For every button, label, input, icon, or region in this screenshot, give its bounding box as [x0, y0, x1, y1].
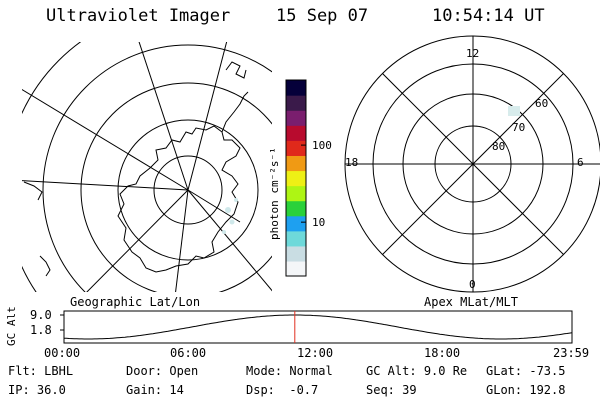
x-tick-label: 18:00	[424, 346, 461, 360]
status-gain: Gain: 14	[126, 383, 184, 397]
x-tick-label: 00:00	[44, 346, 81, 360]
meridian-line	[138, 42, 189, 191]
colorbar-segment	[286, 245, 306, 262]
status-glat: GLat: -73.5	[486, 364, 566, 378]
status-mode: Mode: Normal	[246, 364, 333, 378]
timeline-frame	[63, 310, 573, 344]
status-glon: GLon: 192.8	[486, 383, 566, 397]
colorbar-segments	[286, 80, 306, 277]
aurora-speck	[229, 219, 235, 225]
lat-circle	[117, 119, 259, 261]
colorbar: 100 10 photon cm⁻²s⁻¹	[268, 79, 332, 277]
instrument-title: Ultraviolet Imager	[46, 6, 231, 26]
meridian-line	[175, 189, 189, 292]
colorbar-segment	[286, 260, 306, 277]
geographic-map	[22, 42, 272, 292]
mlat-label-60: 60	[535, 97, 549, 110]
colorbar-segment	[286, 170, 306, 187]
x-tick-label: 12:00	[297, 346, 334, 360]
colorbar-segment	[286, 80, 306, 96]
status-seq: Seq: 39	[366, 383, 417, 397]
meridian-line	[22, 89, 189, 191]
mlt-label-18: 18	[345, 156, 359, 169]
peninsula-coastline	[221, 91, 249, 133]
y-tick-label-bottom: 1.8	[30, 323, 52, 337]
lat-circle	[153, 155, 223, 225]
right-panel-caption: Apex MLat/MLT	[424, 295, 518, 309]
antarctica-coastline	[117, 125, 241, 273]
left-panel-caption: Geographic Lat/Lon	[70, 295, 201, 309]
x-tick-label: 06:00	[170, 346, 207, 360]
status-dsp: Dsp: -0.7	[246, 383, 319, 397]
status-door: Door: Open	[126, 364, 199, 378]
south-america-coastline	[225, 61, 247, 79]
mlt-label-6: 6	[577, 156, 584, 169]
colorbar-segment	[286, 125, 306, 141]
new-zealand-coastline	[39, 255, 51, 277]
meridian-line	[22, 180, 189, 191]
meridian-line	[86, 189, 189, 292]
aurora-speck	[225, 207, 231, 213]
altitude-timeline	[60, 310, 573, 344]
lat-circle	[42, 44, 272, 292]
colorbar-ticks: 100 10	[301, 139, 332, 229]
colorbar-unit-label: photon cm⁻²s⁻¹	[268, 147, 281, 240]
meridian-line	[187, 189, 241, 223]
observation-date: 15 Sep 07	[276, 6, 369, 26]
y-tick-label-top: 9.0	[30, 308, 52, 322]
colorbar-segment	[286, 185, 306, 202]
colorbar-segment	[286, 155, 306, 172]
colorbar-frame	[285, 79, 307, 277]
colorbar-segment	[286, 200, 306, 217]
aurora-speck	[222, 230, 226, 234]
mlt-line	[377, 68, 569, 260]
status-gc-alt: GC Alt: 9.0 Re	[366, 364, 468, 378]
lat-circle	[80, 82, 272, 292]
x-tick-label: 23:59	[553, 346, 590, 360]
colorbar-segment	[286, 215, 306, 232]
australia-coastline	[23, 181, 43, 201]
mlat-label-80: 80	[492, 140, 506, 153]
mlt-label-0: 0	[469, 278, 476, 291]
status-ip: IP: 36.0	[8, 383, 66, 397]
aurora-patch	[508, 106, 520, 116]
colorbar-segment	[286, 110, 306, 126]
meridian-line	[187, 189, 272, 292]
mlat-label-70: 70	[512, 121, 526, 134]
observation-time: 10:54:14 UT	[432, 6, 545, 26]
aurora-speck	[234, 198, 238, 202]
colorbar-segment	[286, 95, 306, 111]
meridian-line	[187, 42, 228, 191]
altitude-curve	[63, 314, 573, 340]
mlt-label-12: 12	[466, 47, 480, 60]
colorbar-segment	[286, 140, 306, 156]
colorbar-segment	[286, 230, 306, 247]
status-flt: Flt: LBHL	[8, 364, 74, 378]
mlat-mlt-grid	[344, 35, 600, 293]
timeline-ylabel: GC Alt	[5, 306, 18, 346]
colorbar-tick-label: 100	[312, 139, 332, 152]
colorbar-tick-label: 10	[312, 216, 325, 229]
